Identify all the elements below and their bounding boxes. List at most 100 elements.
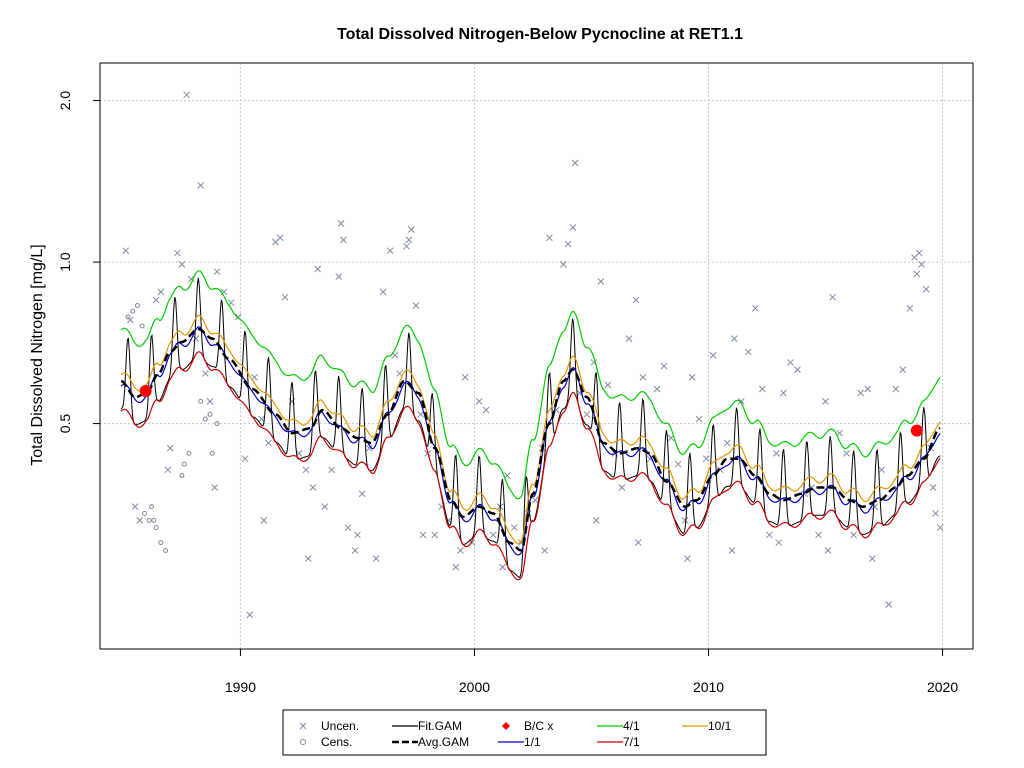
censored-point — [153, 525, 159, 531]
legend-item-cens: Cens. — [300, 735, 352, 749]
uncensored-point — [728, 547, 736, 554]
legend-label: 7/1 — [623, 735, 640, 749]
uncensored-point — [351, 547, 359, 554]
uncensored-point — [560, 261, 567, 268]
uncensored-point — [604, 381, 612, 389]
uncensored-point — [335, 273, 343, 280]
uncensored-point — [407, 226, 415, 233]
uncensored-point — [660, 362, 668, 370]
trend-series — [120, 270, 941, 581]
uncensored-point — [265, 439, 272, 447]
uncensored-point — [744, 348, 752, 356]
x-tick-label: 2000 — [459, 679, 490, 695]
censored-point — [134, 302, 140, 308]
uncensored-point — [246, 611, 254, 619]
uncensored-point — [857, 389, 865, 397]
y-tick-label: 1.0 — [57, 252, 73, 272]
uncensored-point — [922, 285, 930, 293]
censored-point — [158, 540, 164, 546]
censored-point — [148, 504, 154, 510]
bc-point — [910, 424, 923, 437]
chart-title: Total Dissolved Nitrogen-Below Pycnoclin… — [337, 26, 743, 43]
censored-points — [125, 302, 220, 553]
uncensored-point — [365, 444, 373, 452]
uncensored-point — [869, 555, 876, 563]
uncensored-point — [276, 234, 284, 242]
uncensored-point — [885, 601, 893, 608]
uncensored-points — [122, 91, 944, 619]
legend-item-bc: B/C x — [502, 719, 553, 733]
legend-item-s1: 1/1 — [498, 735, 541, 749]
uncensored-point — [546, 234, 553, 242]
uncensored-point — [929, 484, 937, 491]
uncensored-point — [918, 261, 925, 268]
uncensored-point — [597, 278, 605, 285]
uncensored-point — [639, 373, 647, 381]
censored-point — [130, 308, 136, 314]
uncensored-point — [618, 484, 626, 491]
uncensored-point — [759, 385, 766, 393]
avg-gam-line — [120, 327, 941, 552]
uncensored-point — [340, 236, 347, 244]
censored-point — [125, 314, 131, 320]
y-axis: 0.5 1.0 2.0 — [57, 91, 100, 433]
legend-symbol — [300, 739, 306, 745]
uncensored-point — [457, 547, 464, 554]
uncensored-point — [913, 270, 921, 278]
censored-point — [141, 510, 147, 516]
legend-label: Cens. — [321, 735, 352, 749]
uncensored-point — [702, 455, 710, 463]
uncensored-point — [281, 293, 289, 301]
uncensored-point — [850, 531, 857, 539]
uncensored-point — [166, 444, 174, 452]
legend-label: 10/1 — [708, 719, 732, 733]
uncensored-point — [136, 517, 144, 524]
uncensored-point — [396, 370, 403, 377]
uncensored-point — [843, 449, 850, 457]
legend-box — [282, 709, 767, 756]
uncensored-point — [417, 411, 424, 418]
x-tick-label: 2010 — [693, 679, 724, 695]
uncensored-point — [625, 335, 633, 342]
uncensored-point — [309, 484, 317, 491]
uncensored-point — [499, 563, 506, 571]
series-s4-line — [120, 270, 941, 500]
censored-point — [198, 398, 204, 404]
uncensored-point — [321, 503, 329, 511]
uncensored-point — [878, 466, 886, 474]
uncensored-point — [583, 411, 591, 418]
uncensored-point — [822, 398, 829, 405]
uncensored-point — [405, 236, 413, 244]
uncensored-point — [541, 547, 549, 554]
grid-lines — [100, 63, 973, 649]
uncensored-point — [251, 373, 258, 381]
censored-point — [209, 450, 215, 456]
uncensored-point — [780, 389, 787, 397]
y-tick-label: 2.0 — [57, 91, 73, 111]
legend-label: Avg.GAM — [418, 735, 469, 749]
legend-label: Fit.GAM — [418, 719, 462, 733]
uncensored-point — [864, 385, 872, 393]
uncensored-point — [829, 293, 836, 301]
censored-point — [207, 411, 213, 417]
uncensored-point — [684, 555, 691, 563]
uncensored-point — [475, 398, 483, 405]
uncensored-point — [936, 524, 944, 531]
legend-label: 1/1 — [524, 735, 541, 749]
bc-points — [139, 385, 923, 437]
uncensored-point — [592, 517, 600, 524]
uncensored-point — [794, 366, 801, 374]
uncensored-point — [787, 359, 794, 366]
uncensored-point — [211, 484, 219, 491]
uncensored-point — [241, 455, 249, 463]
uncensored-point — [206, 398, 214, 405]
legend-symbol — [299, 722, 307, 730]
uncensored-point — [899, 366, 907, 374]
uncensored-point — [412, 302, 420, 309]
censored-point — [186, 450, 192, 456]
bc-point — [139, 385, 152, 398]
uncensored-point — [482, 406, 490, 414]
uncensored-point — [178, 261, 186, 268]
uncensored-point — [258, 415, 265, 423]
